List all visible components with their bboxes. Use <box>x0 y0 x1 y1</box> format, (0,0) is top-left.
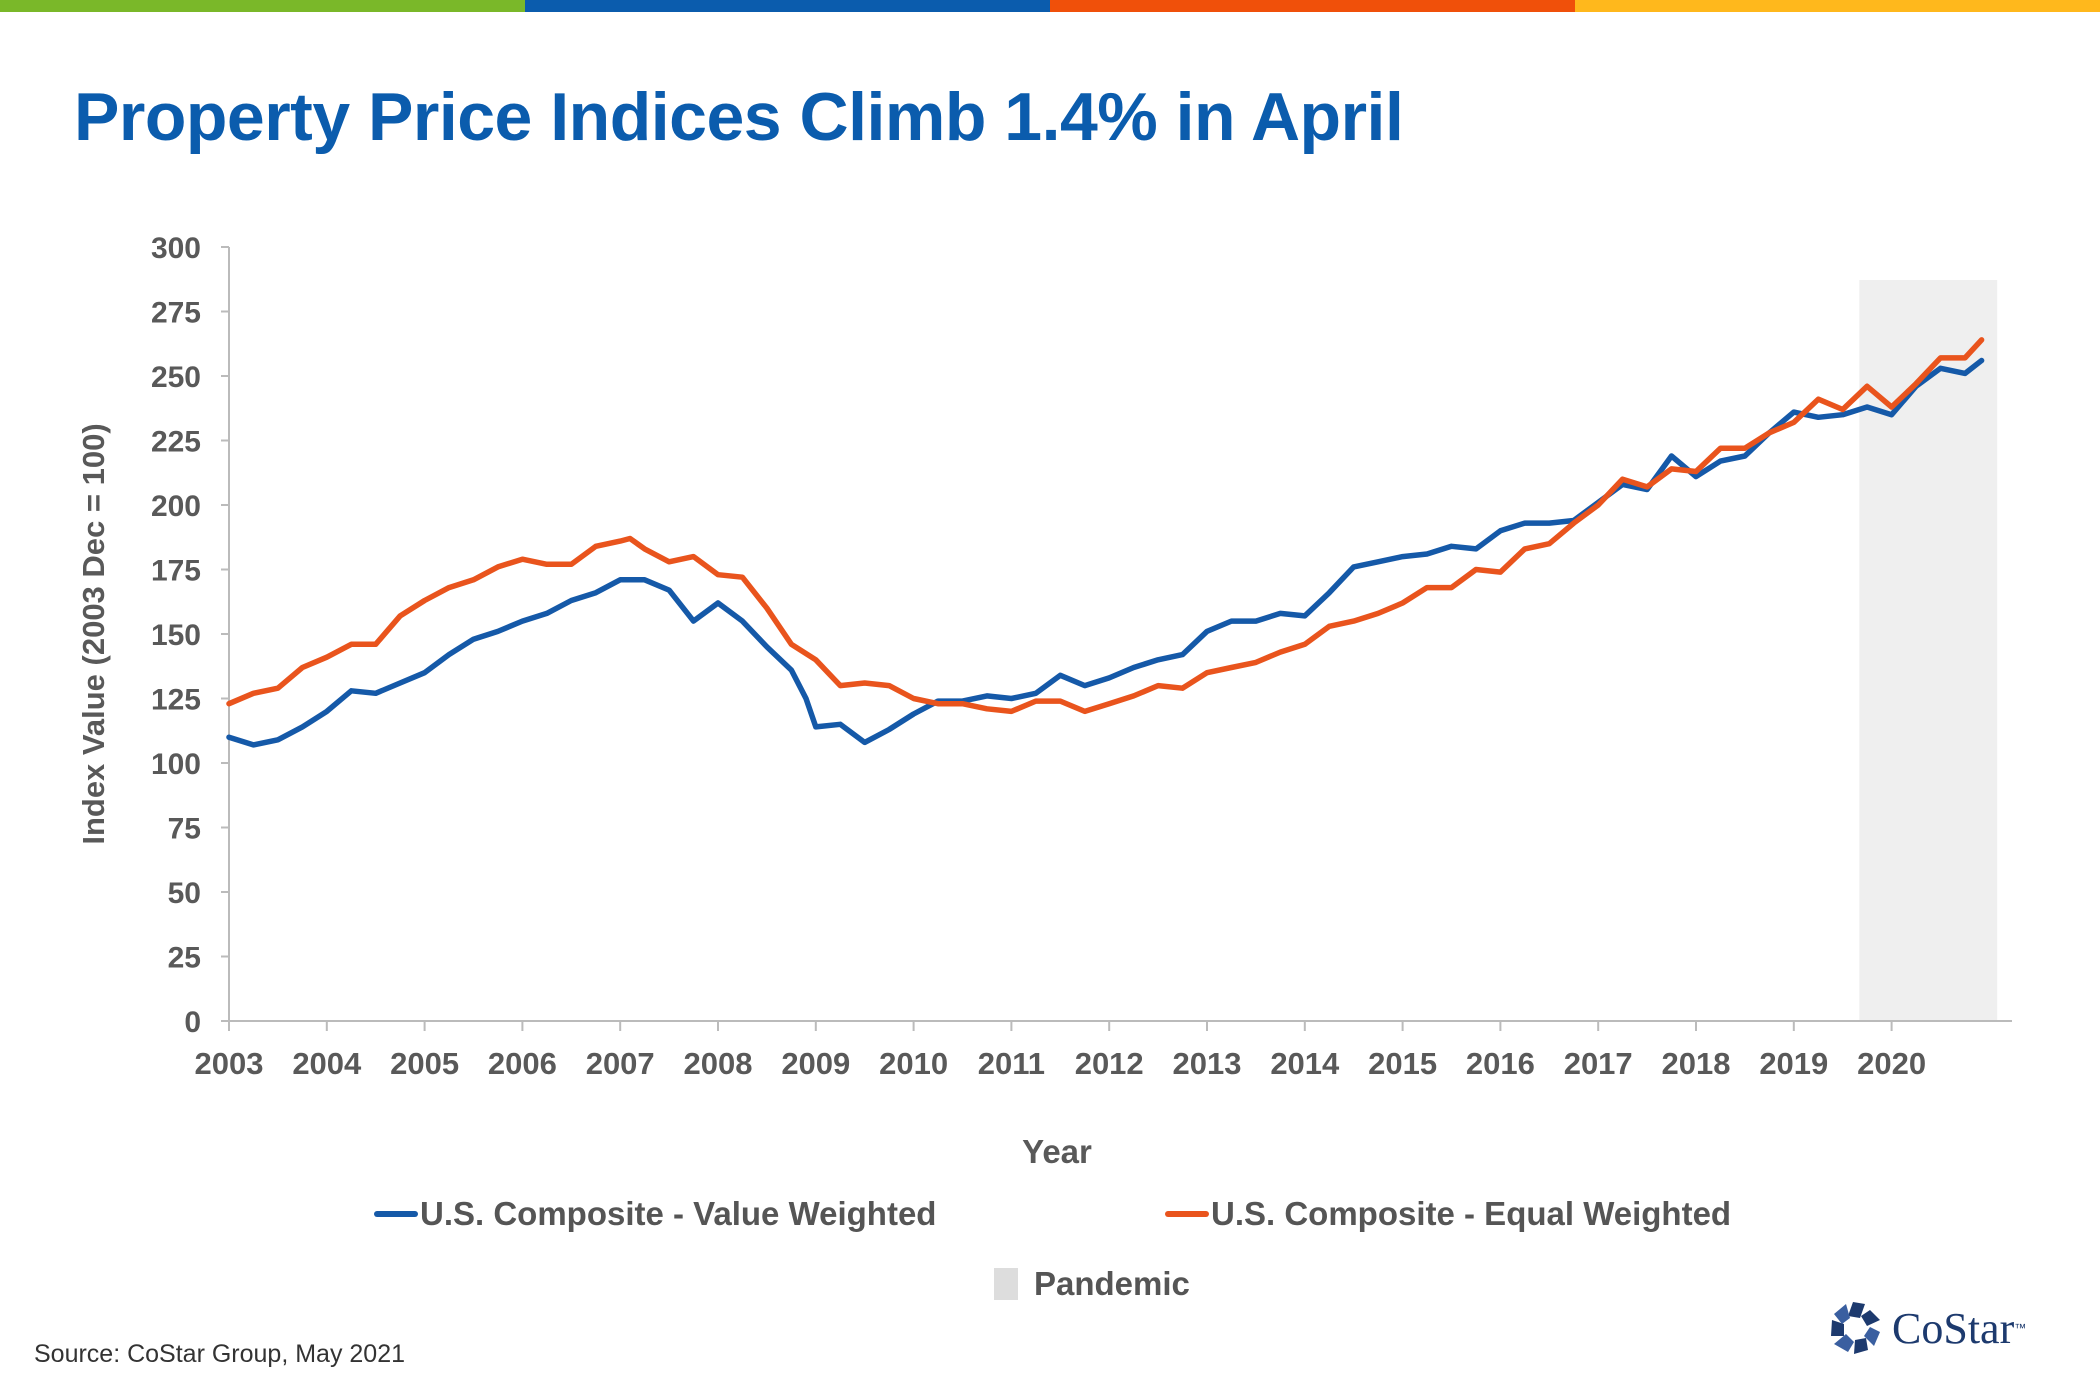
x-tick-label: 2007 <box>586 1046 655 1081</box>
x-tick-label: 2011 <box>978 1046 1045 1081</box>
chart-legend: U.S. Composite - Value Weighted U.S. Com… <box>0 1195 2100 1315</box>
x-tick-label: 2017 <box>1564 1046 1633 1081</box>
legend-item-value-weighted: U.S. Composite - Value Weighted <box>374 1195 936 1233</box>
pandemic-shaded-region <box>1859 280 1998 1021</box>
x-tick-label: 2013 <box>1173 1046 1242 1081</box>
y-axis-title: Index Value (2003 Dec = 100) <box>76 423 111 844</box>
y-tick-label: 275 <box>151 297 201 330</box>
x-tick-label: 2004 <box>292 1046 362 1081</box>
x-tick-label: 2003 <box>195 1046 264 1081</box>
y-tick-label: 150 <box>151 619 201 652</box>
page-title: Property Price Indices Climb 1.4% in Apr… <box>74 79 1404 155</box>
logo-trademark: ™ <box>2014 1321 2027 1335</box>
x-tick-label: 2010 <box>879 1046 948 1081</box>
x-tick-label: 2014 <box>1270 1046 1340 1081</box>
y-tick-label: 250 <box>151 361 201 394</box>
stripe-orange <box>1050 0 1575 12</box>
y-tick-label: 25 <box>168 942 201 975</box>
series-line-value-weighted <box>226 357 1985 748</box>
x-tick-label: 2020 <box>1857 1046 1926 1081</box>
y-tick-label: 125 <box>151 684 201 717</box>
source-note: Source: CoStar Group, May 2021 <box>34 1340 406 1368</box>
y-tick-label: 175 <box>151 555 201 588</box>
stripe-blue <box>525 0 1050 12</box>
y-tick-label: 50 <box>168 877 201 910</box>
legend-label-value-weighted: U.S. Composite - Value Weighted <box>420 1195 937 1232</box>
x-tick-label: 2018 <box>1662 1046 1731 1081</box>
x-tick-label: 2006 <box>488 1046 557 1081</box>
stripe-yellow <box>1575 0 2100 12</box>
legend-item-equal-weighted: U.S. Composite - Equal Weighted <box>1165 1195 1731 1233</box>
x-tick-label: 2008 <box>684 1046 753 1081</box>
line-chart: 0 25 50 75 100 125 150 175 200 225 250 275 300 2003 20… <box>76 232 2012 1170</box>
legend-item-pandemic: Pandemic <box>994 1265 1190 1303</box>
y-tick-label: 225 <box>151 426 201 459</box>
costar-star-icon <box>1831 1302 1880 1354</box>
series-line-equal-weighted <box>226 337 1985 715</box>
legend-swatch-value-weighted <box>374 1211 418 1217</box>
x-tick-label: 2015 <box>1368 1046 1437 1081</box>
legend-label-equal-weighted: U.S. Composite - Equal Weighted <box>1211 1195 1732 1232</box>
x-tick-label: 2009 <box>781 1046 850 1081</box>
x-tick-label: 2019 <box>1759 1046 1828 1081</box>
y-tick-label: 300 <box>151 232 201 265</box>
legend-swatch-equal-weighted <box>1165 1211 1209 1217</box>
x-tick-label: 2012 <box>1075 1046 1144 1081</box>
y-tick-label: 75 <box>168 813 201 846</box>
legend-label-pandemic: Pandemic <box>1034 1265 1190 1302</box>
x-tick-label: 2016 <box>1466 1046 1535 1081</box>
y-tick-label: 100 <box>151 748 201 781</box>
costar-logo: CoStar ™ <box>1828 1300 2026 1356</box>
logo-wordmark: CoStar <box>1892 1303 2015 1353</box>
top-color-stripe <box>0 0 2100 12</box>
x-axis-title: Year <box>1022 1133 1092 1170</box>
y-tick-label: 0 <box>184 1006 201 1039</box>
stripe-green <box>0 0 525 12</box>
legend-swatch-pandemic <box>994 1268 1018 1300</box>
y-tick-label: 200 <box>151 490 201 523</box>
x-tick-label: 2005 <box>390 1046 459 1081</box>
